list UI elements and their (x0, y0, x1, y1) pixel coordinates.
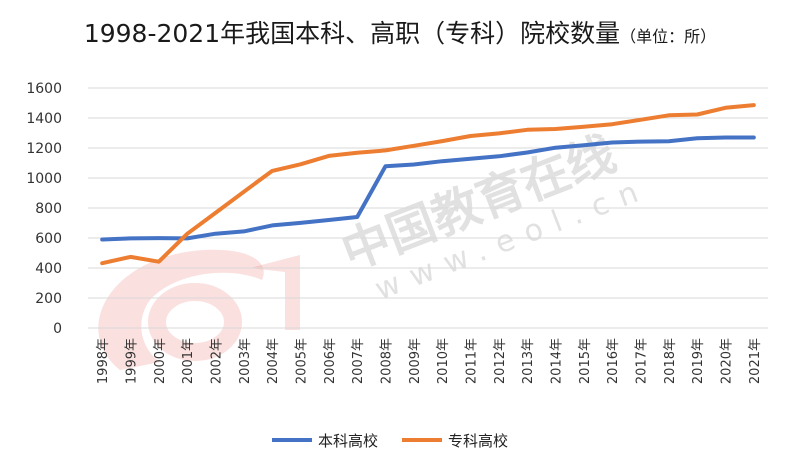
x-tick-label: 2016年 (606, 338, 621, 384)
x-tick-label: 2019年 (691, 338, 706, 384)
y-tick-label: 800 (35, 201, 62, 217)
y-tick-label: 400 (35, 261, 62, 277)
series-group (100, 103, 756, 266)
y-tick-label: 200 (35, 291, 62, 307)
x-tick-label: 2008年 (380, 338, 395, 384)
x-tick-label: 2018年 (663, 338, 678, 384)
x-tick-label: 2007年 (351, 338, 366, 384)
watermark: 中国教育在线 www.eol.cn (98, 126, 654, 370)
x-tick-label: 2017年 (635, 338, 650, 384)
y-axis: 0 200 400 600 800 1000 1200 1400 1600 (26, 81, 62, 337)
y-tick-label: 1000 (26, 171, 62, 187)
chart-title: 1998-2021年我国本科、高职（专科）院校数量（单位：所） (0, 14, 800, 50)
y-tick-label: 1200 (26, 141, 62, 157)
x-tick-label: 2020年 (720, 338, 735, 384)
x-axis: 1998年 1999年 2000年 2001年 2002年 2003年 2004年 2005年… (96, 338, 763, 384)
x-tick-label: 2001年 (181, 338, 196, 384)
x-tick-label: 2006年 (323, 338, 338, 384)
x-tick-label: 2011年 (465, 338, 480, 384)
series-line-1 (100, 103, 756, 266)
x-tick-label: 2003年 (238, 338, 253, 384)
x-tick-label: 2014年 (550, 338, 565, 384)
x-tick-label: 2002年 (210, 338, 225, 384)
series-line-0 (100, 135, 756, 242)
legend: 本科高校 专科高校 (272, 432, 508, 450)
x-tick-label: 2021年 (748, 338, 763, 384)
x-tick-label: 2000年 (153, 338, 168, 384)
x-tick-label: 1998年 (96, 338, 111, 384)
x-tick-label: 1999年 (125, 338, 140, 384)
y-tick-label: 1600 (26, 81, 62, 97)
x-tick-label: 2015年 (578, 338, 593, 384)
x-tick-label: 2010年 (436, 338, 451, 384)
x-tick-label: 2013年 (521, 338, 536, 384)
y-tick-label: 0 (53, 321, 62, 337)
x-tick-label: 2009年 (408, 338, 423, 384)
x-tick-label: 2005年 (295, 338, 310, 384)
chart-title-main: 1998-2021年我国本科、高职（专科）院校数量 (83, 19, 621, 48)
chart-title-unit: （单位：所） (620, 27, 717, 46)
legend-label: 本科高校 (318, 432, 378, 450)
x-tick-label: 2012年 (493, 338, 508, 384)
legend-label: 专科高校 (448, 432, 508, 450)
y-tick-label: 1400 (26, 111, 62, 127)
watermark-logo (98, 249, 300, 370)
x-tick-label: 2004年 (266, 338, 281, 384)
y-tick-label: 600 (35, 231, 62, 247)
